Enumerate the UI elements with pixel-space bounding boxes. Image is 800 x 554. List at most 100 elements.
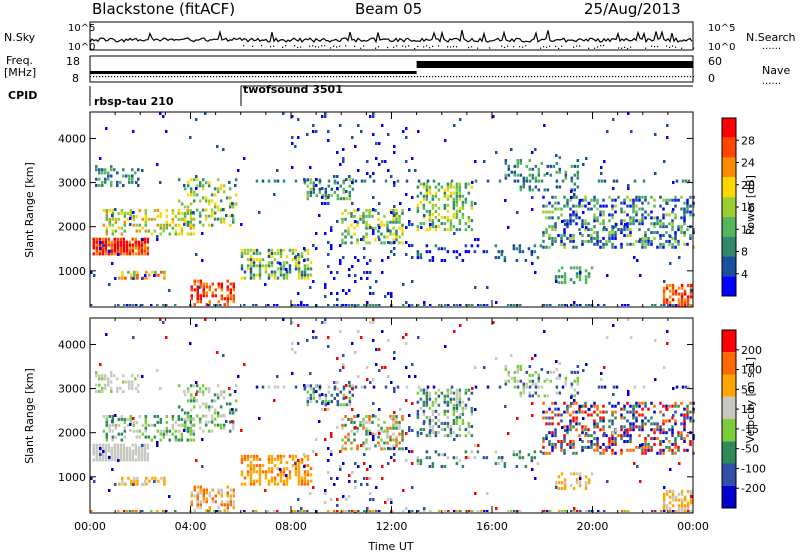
power-cell [420, 226, 423, 229]
velocity-cell [449, 388, 453, 392]
velocity-cell [140, 452, 144, 456]
power-cell [602, 228, 605, 232]
power-cell [398, 241, 401, 245]
power-cell [113, 240, 117, 244]
power-cell [467, 182, 471, 186]
power-cell [99, 241, 102, 244]
velocity-cell [563, 425, 566, 429]
power-cell [150, 217, 154, 221]
power-cell [566, 198, 569, 202]
power-cell [344, 209, 347, 212]
velocity-cell [632, 425, 635, 429]
velocity-cell [473, 456, 477, 460]
velocity-cell [557, 440, 560, 443]
power-cell [189, 136, 192, 139]
nsearch-dot [408, 45, 410, 47]
velocity-cell [225, 402, 229, 406]
power-cell [455, 191, 459, 195]
power-cell [428, 225, 432, 229]
power-cell [416, 225, 420, 229]
power-cell [573, 173, 577, 177]
date-label: 25/Aug/2013 [584, 0, 681, 18]
velocity-cell [273, 457, 277, 461]
power-cell [548, 225, 551, 229]
power-cell [582, 163, 585, 166]
nave-dot [402, 76, 404, 78]
velocity-cell [596, 442, 599, 446]
power-cell [683, 304, 687, 307]
velocity-cell [440, 465, 444, 468]
power-cell [363, 256, 366, 259]
velocity-cell [150, 438, 154, 442]
velocity-cell [189, 342, 192, 345]
power-cell [348, 178, 352, 182]
power-cell [446, 250, 450, 254]
velocity-cell [455, 400, 459, 404]
power-cell [249, 270, 253, 274]
velocity-cell [654, 378, 657, 381]
power-cell [113, 246, 117, 250]
velocity-cell [470, 434, 474, 438]
power-cell [467, 250, 471, 254]
velocity-cell [401, 435, 404, 439]
velocity-cell [602, 442, 605, 446]
velocity-cell [542, 451, 545, 455]
power-cell [375, 157, 378, 160]
power-cell [680, 216, 683, 220]
velocity-cell [216, 423, 220, 427]
velocity-cell [232, 506, 235, 510]
power-cell [501, 250, 504, 253]
power-cell [116, 240, 120, 244]
velocity-cell [663, 486, 666, 489]
velocity-cell [395, 417, 398, 421]
velocity-cell [434, 409, 438, 413]
velocity-cell [204, 387, 208, 391]
velocity-cell [389, 435, 392, 439]
velocity-cell [620, 413, 623, 417]
nave-dot [168, 76, 170, 78]
power-cell [620, 242, 623, 246]
velocity-cell [680, 434, 683, 438]
velocity-cell [612, 393, 615, 396]
velocity-cell [339, 403, 343, 407]
power-cell [578, 216, 581, 220]
nave-dot [552, 76, 554, 78]
velocity-cell [297, 476, 301, 480]
power-cell [285, 276, 289, 280]
velocity-cell [122, 390, 125, 393]
velocity-cell [467, 421, 471, 425]
power-cell [163, 276, 166, 280]
power-cell [163, 273, 166, 277]
velocity-cell [665, 437, 668, 441]
velocity-cell [600, 378, 603, 381]
power-cell [122, 237, 126, 241]
nave-dot [342, 76, 344, 78]
power-cell [557, 207, 560, 211]
velocity-cell [659, 440, 662, 443]
velocity-cell [119, 452, 123, 456]
velocity-cell [638, 413, 641, 417]
power-cell [560, 239, 563, 243]
velocity-cell [288, 473, 292, 477]
power-cell [621, 304, 624, 306]
nave-dot [231, 76, 233, 78]
power-cell [222, 220, 226, 224]
velocity-cell [234, 408, 238, 412]
power-cell [267, 264, 271, 268]
power-cell [599, 245, 602, 249]
power-cell [330, 271, 333, 274]
velocity-cell [602, 425, 605, 429]
power-cell [99, 247, 102, 250]
power-cell [315, 194, 319, 198]
nsearch-dot [423, 46, 425, 48]
power-cell [291, 258, 295, 262]
velocity-cell [623, 407, 626, 411]
power-cell [425, 185, 429, 189]
velocity-cell [199, 485, 202, 489]
velocity-cell [549, 379, 553, 383]
power-cell [180, 229, 184, 233]
power-cell [362, 235, 365, 239]
power-cell [659, 245, 662, 249]
power-cell [578, 278, 582, 282]
colorbar-tick-label: 28 [741, 134, 755, 147]
